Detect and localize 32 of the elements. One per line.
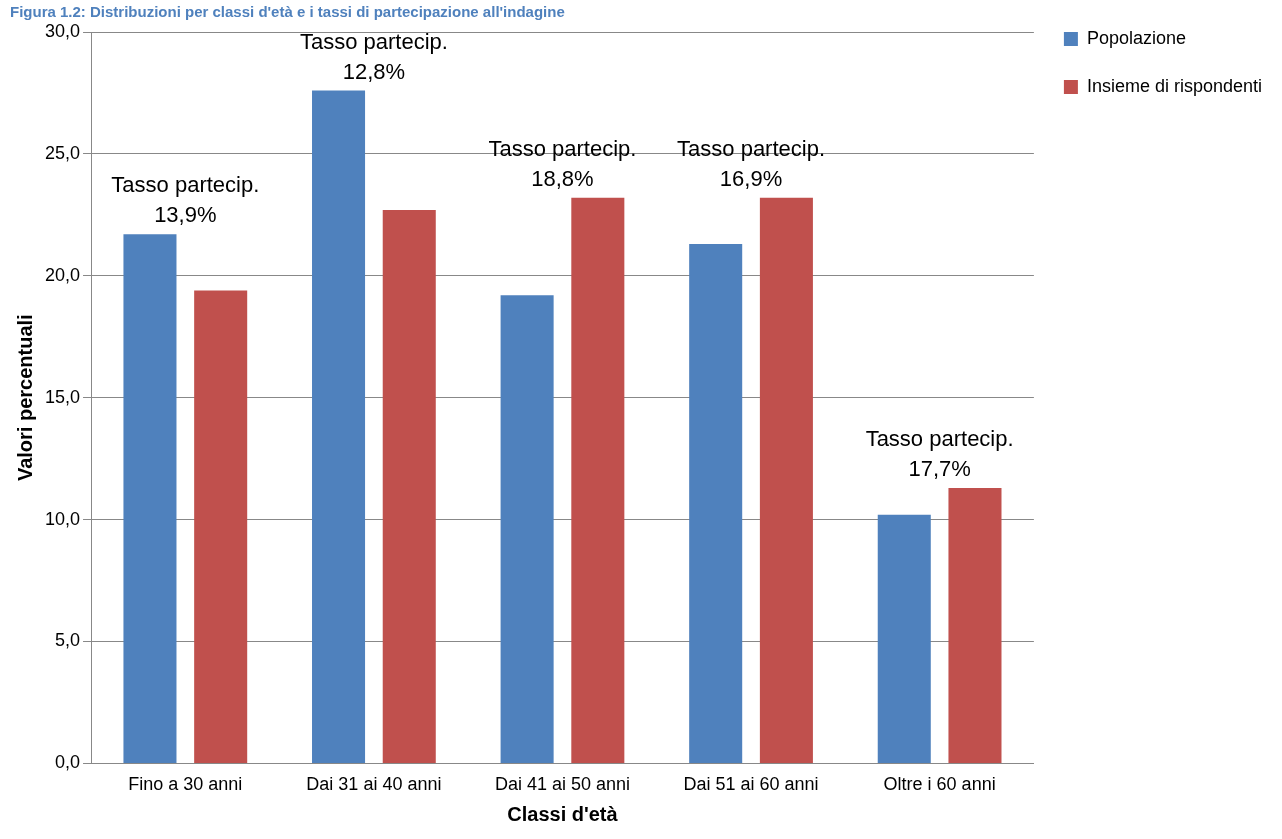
bar [689,244,743,763]
bar [312,90,366,763]
annotation: Tasso partecip. 17,7% [865,425,1014,481]
y-tick-label: 10,0 [44,508,81,529]
y-tick-label: 20,0 [44,264,81,285]
bar [194,290,248,763]
y-tick-label: 5,0 [55,630,81,651]
y-tick-label: 0,0 [55,752,81,773]
bar [948,487,1002,763]
bar [500,295,554,763]
y-axis-title: Valori percentuali [13,314,36,482]
annotation: Tasso partecip. 13,9% [111,172,260,228]
x-tick-label: Dai 31 ai 40 anni [306,774,442,795]
legend-label: Popolazione [1086,27,1186,48]
bar [123,234,177,763]
y-tick-label: 15,0 [44,386,81,407]
bar [759,197,813,763]
x-tick-label: Dai 41 ai 50 anni [494,774,631,795]
annotation: Tasso partecip. 16,9% [677,135,826,191]
y-tick-label: 30,0 [44,20,81,41]
chart-title: Figura 1.2: Distribuzioni per classi d'età e i tassi di partecipazione all'indagine [10,3,565,21]
x-tick-label: Oltre i 60 anni [883,774,996,795]
bar [571,197,625,763]
x-tick-label: Fino a 30 anni [128,774,243,795]
legend-label: Insieme di rispondenti [1086,75,1263,96]
bar [877,514,931,763]
bar [382,209,436,763]
annotation: Tasso partecip. 12,8% [299,28,448,84]
y-tick-label: 25,0 [44,142,81,163]
x-axis-title: Classi d'età [507,802,619,825]
x-tick-label: Dai 51 ai 60 anni [683,774,819,795]
annotation: Tasso partecip. 18,8% [488,135,637,191]
